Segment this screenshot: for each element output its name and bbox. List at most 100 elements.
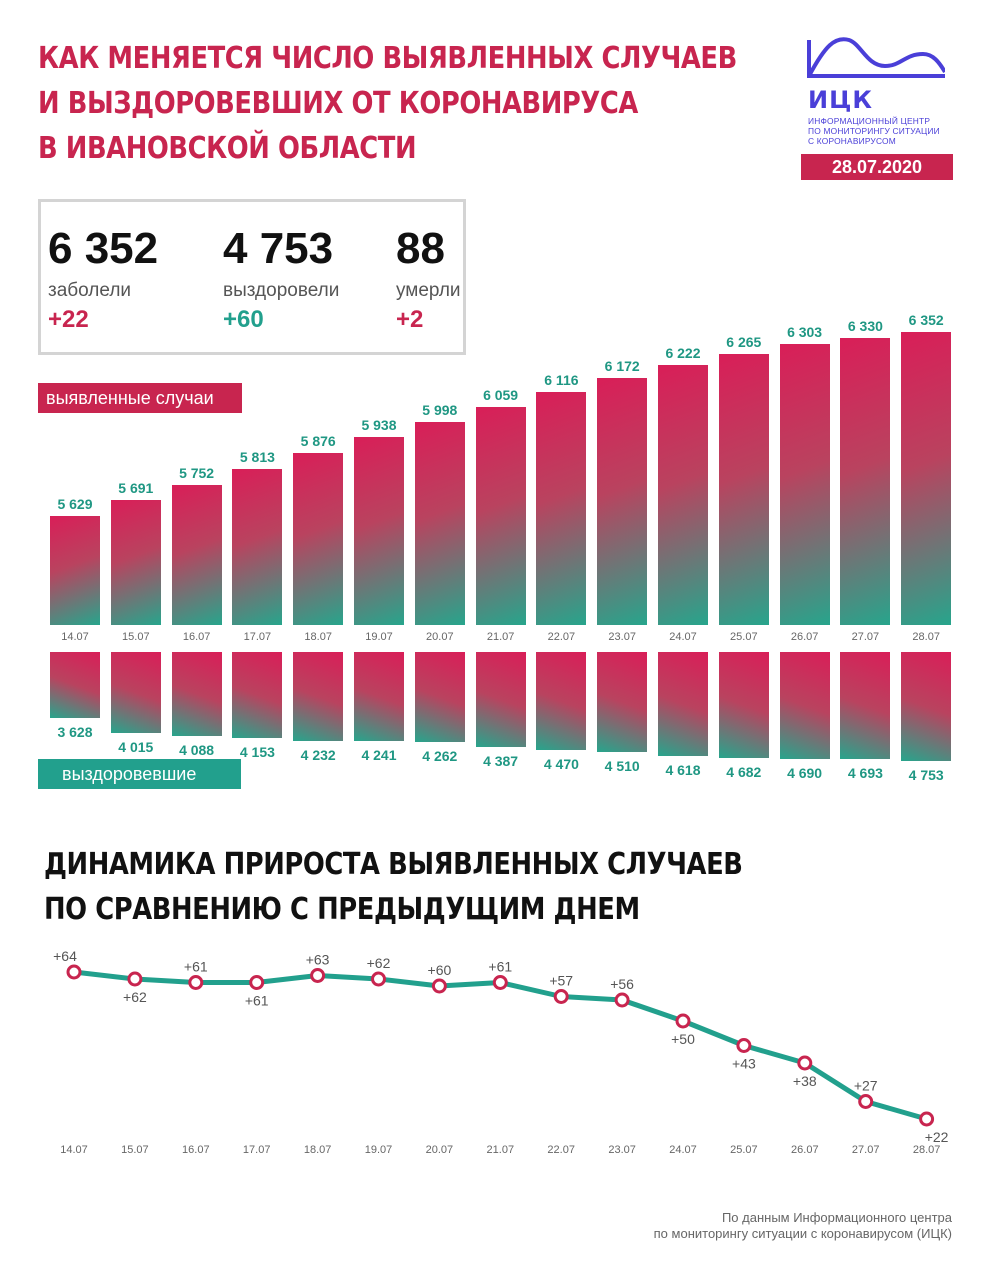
stat-deaths-value: 88 — [396, 224, 445, 273]
growth-point-label: +64 — [53, 948, 77, 964]
recovered-bar — [232, 652, 283, 739]
growth-point-label: +61 — [245, 993, 269, 1009]
cases-bar-label: 5 813 — [239, 449, 275, 466]
growth-point-label: +43 — [732, 1056, 756, 1072]
date-tick-label: 22.07 — [547, 631, 576, 643]
growth-point — [492, 975, 508, 990]
title-line-2: И ВЫЗДОРОВЕВШИХ ОТ КОРОНАВИРУСА — [38, 86, 638, 121]
growth-title-line-1: ДИНАМИКА ПРИРОСТА ВЫЯВЛЕННЫХ СЛУЧАЕВ — [44, 847, 743, 882]
stat-deaths: 88 умерли +2 — [396, 224, 461, 334]
recovered-bar-label: 4 682 — [726, 764, 762, 781]
growth-point-label: +60 — [428, 962, 452, 978]
cases-bar — [901, 332, 952, 625]
cases-bar-label: 5 998 — [422, 402, 458, 419]
cases-bar-label: 6 059 — [483, 386, 519, 403]
recovered-bar — [50, 652, 100, 718]
recovered-bar-label: 4 470 — [543, 756, 579, 773]
cases-bar — [840, 337, 891, 625]
growth-point-label: +27 — [854, 1078, 878, 1094]
date-tick-label: 20.07 — [426, 631, 454, 643]
growth-point — [249, 975, 265, 990]
cases-bar — [293, 453, 344, 625]
growth-point-label: +61 — [488, 959, 512, 975]
growth-date-tick: 20.07 — [426, 1144, 454, 1156]
recovered-bar-label: 4 690 — [787, 764, 823, 781]
cases-bar-label: 5 876 — [300, 433, 336, 450]
growth-point — [127, 971, 143, 987]
logo-abbr: ИЦК — [808, 86, 873, 114]
date-tick-label: 15.07 — [122, 631, 150, 643]
cases-bar-label: 5 938 — [361, 417, 397, 434]
recovered-bar-label: 3 628 — [57, 724, 93, 740]
growth-line-chart: +64 14.07 +62 15.07 +61 16.07 +61 17.07 +63 18.07… — [53, 948, 949, 1156]
recovered-bar-label: 4 015 — [118, 738, 154, 755]
cases-bar — [50, 515, 100, 625]
cases-bar — [110, 500, 161, 625]
growth-date-tick: 28.07 — [913, 1144, 941, 1156]
recovered-bar — [597, 652, 648, 752]
stat-deaths-label: умерли — [396, 280, 461, 301]
growth-date-tick: 24.07 — [669, 1144, 697, 1156]
recovered-bar — [475, 652, 526, 747]
page-title: КАК МЕНЯЕТСЯ ЧИСЛО ВЫЯВЛЕННЫХ СЛУЧАЕВ И … — [38, 36, 737, 171]
growth-point — [797, 1055, 813, 1071]
growth-date-tick: 25.07 — [730, 1144, 758, 1156]
growth-date-tick: 15.07 — [121, 1144, 149, 1156]
recovered-bar — [414, 652, 465, 743]
legend-cases: выявленные случаи — [38, 383, 242, 413]
growth-point-label: +57 — [549, 973, 573, 989]
date-tick-label: 16.07 — [182, 631, 211, 643]
growth-date-tick: 27.07 — [852, 1144, 880, 1156]
cases-bar-label: 6 116 — [544, 372, 579, 389]
growth-date-tick: 17.07 — [243, 1144, 271, 1156]
ick-logo: ИЦК Информационный центр по мониторингу … — [805, 36, 955, 146]
cases-bar — [779, 344, 830, 625]
source-line-2: по мониторингу ситуации с коронавирусом … — [653, 1226, 952, 1241]
date-tick-label: 27.07 — [851, 631, 880, 643]
stat-cases-label: заболели — [48, 280, 132, 301]
stat-cases-delta: +22 — [48, 306, 89, 333]
growth-point-label: +38 — [793, 1073, 817, 1089]
stat-cases-value: 6 352 — [48, 224, 159, 273]
growth-point — [188, 975, 204, 990]
date-tick-label: 21.07 — [486, 631, 515, 643]
recovered-bar — [779, 652, 830, 759]
recovered-bar — [110, 652, 161, 733]
growth-chart-title: ДИНАМИКА ПРИРОСТА ВЫЯВЛЕННЫХ СЛУЧАЕВ ПО … — [44, 842, 743, 932]
date-tick-label: 17.07 — [243, 631, 272, 643]
logo-subtitle-line: Информационный центр — [808, 116, 931, 126]
recovered-bar — [171, 652, 222, 736]
logo-subtitle: Информационный центр по мониторингу ситу… — [808, 116, 958, 146]
legend-recovered: выздоровевшие — [38, 759, 241, 789]
cases-bar-label: 6 303 — [787, 324, 823, 341]
recovered-bar-label: 4 618 — [665, 761, 701, 778]
recovered-bar — [840, 652, 891, 759]
cases-bar — [232, 469, 283, 625]
date-tick-label: 24.07 — [669, 631, 697, 643]
growth-date-tick: 23.07 — [608, 1144, 636, 1156]
recovered-bar — [536, 652, 587, 751]
source-line-1: По данным Информационного центра — [721, 1210, 952, 1225]
stats-summary: 6 352 заболели +22 4 753 выздоровели +60… — [38, 199, 466, 355]
growth-point — [66, 964, 82, 980]
logo-wave-icon — [807, 37, 945, 78]
growth-date-tick: 16.07 — [182, 1144, 210, 1156]
growth-point — [675, 1013, 691, 1029]
growth-point — [858, 1094, 874, 1109]
growth-point-label: +62 — [367, 955, 391, 971]
date-tick-label: 19.07 — [365, 631, 393, 643]
recovered-bar — [901, 652, 952, 761]
title-line-1: КАК МЕНЯЕТСЯ ЧИСЛО ВЫЯВЛЕННЫХ СЛУЧАЕВ — [38, 41, 737, 76]
recovered-bar-label: 4 387 — [483, 753, 519, 769]
cases-bar-label: 6 352 — [908, 312, 944, 328]
growth-date-tick: 22.07 — [547, 1144, 575, 1156]
stat-recovered: 4 753 выздоровели +60 — [223, 224, 339, 334]
date-tick-label: 26.07 — [790, 631, 819, 643]
growth-point-label: +22 — [925, 1129, 949, 1145]
date-tick-label: 28.07 — [912, 631, 940, 643]
cases-bar-label: 6 265 — [726, 334, 762, 351]
growth-point — [310, 968, 326, 983]
recovered-bar-label: 4 232 — [300, 747, 336, 764]
growth-date-tick: 18.07 — [304, 1144, 332, 1156]
recovered-bar — [658, 652, 708, 756]
